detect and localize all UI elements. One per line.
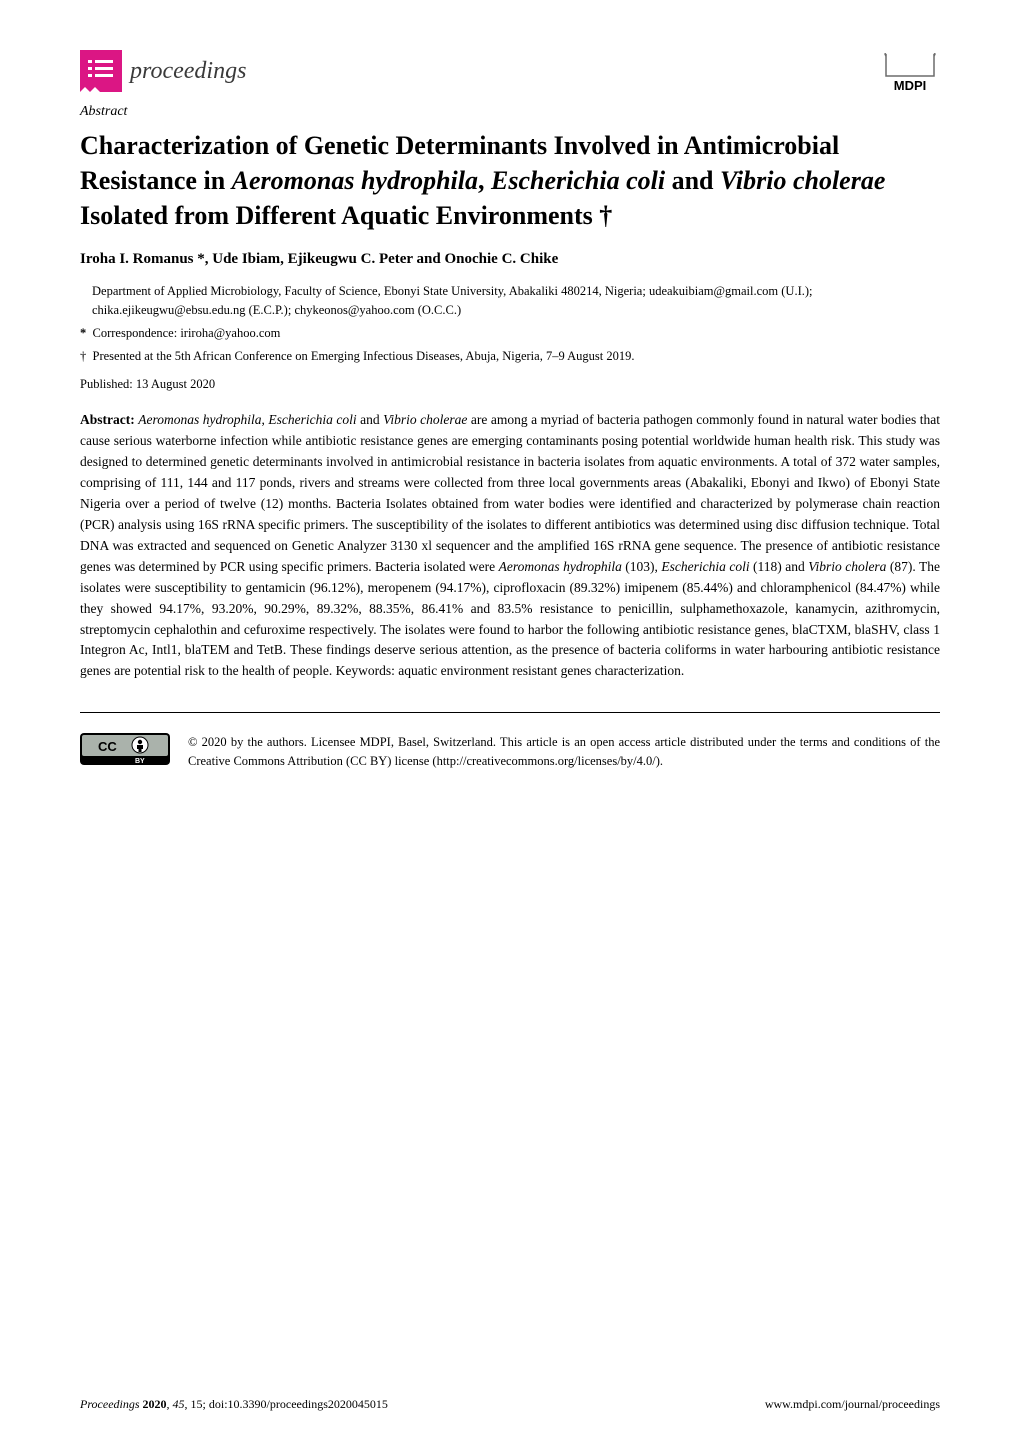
abstract-body3: (118) and	[750, 559, 809, 574]
header-row: proceedings MDPI	[80, 50, 940, 94]
presented: † Presented at the 5th African Conferenc…	[80, 347, 940, 366]
title-sep1: ,	[478, 166, 491, 195]
presented-marker: †	[80, 349, 86, 363]
divider	[80, 712, 940, 713]
published-date: Published: 13 August 2020	[80, 377, 940, 392]
article-title: Characterization of Genetic Determinants…	[80, 128, 940, 233]
footer: Proceedings 2020, 45, 15; doi:10.3390/pr…	[80, 1397, 940, 1412]
cc-badge: CC BY	[80, 733, 170, 770]
cc-by-icon: CC BY	[80, 733, 170, 765]
abstract-sp5: Escherichia coli	[661, 559, 749, 574]
footer-left: Proceedings 2020, 45, 15; doi:10.3390/pr…	[80, 1397, 388, 1412]
abstract-sp1: Aeromonas hydrophila	[138, 412, 261, 427]
abstract-sep2: and	[357, 412, 384, 427]
title-species1: Aeromonas hydrophila	[232, 166, 478, 195]
svg-text:CC: CC	[98, 739, 117, 754]
footer-year: 2020	[143, 1397, 167, 1411]
title-species3: Vibrio cholerae	[720, 166, 885, 195]
correspondence-marker: *	[80, 326, 86, 340]
svg-text:BY: BY	[135, 758, 145, 765]
abstract: Abstract: Aeromonas hydrophila, Escheric…	[80, 410, 940, 682]
abstract-sp3: Vibrio cholerae	[383, 412, 467, 427]
abstract-body4: (87). The isolates were susceptibility t…	[80, 559, 940, 679]
abstract-body2: (103),	[622, 559, 662, 574]
proceedings-icon	[80, 50, 122, 92]
footer-doi: , 15; doi:10.3390/proceedings2020045015	[185, 1397, 388, 1411]
title-part2: Isolated from Different Aquatic Environm…	[80, 201, 612, 230]
abstract-sp2: Escherichia coli	[268, 412, 356, 427]
abstract-label: Abstract:	[80, 412, 135, 427]
correspondence: * Correspondence: iriroha@yahoo.com	[80, 324, 940, 343]
article-type: Abstract	[80, 104, 940, 120]
footer-url: www.mdpi.com/journal/proceedings	[765, 1397, 940, 1412]
abstract-body1: are among a myriad of bacteria pathogen …	[80, 412, 940, 573]
footer-journal: Proceedings	[80, 1397, 140, 1411]
proceedings-logo: proceedings	[80, 50, 246, 92]
license-block: CC BY © 2020 by the authors. Licensee MD…	[80, 733, 940, 771]
affiliation: Department of Applied Microbiology, Facu…	[92, 282, 940, 320]
mdpi-logo: MDPI	[880, 50, 940, 94]
proceedings-text: proceedings	[130, 58, 246, 85]
title-species2: Escherichia coli	[491, 166, 665, 195]
mdpi-icon: MDPI	[880, 50, 940, 94]
footer-vol: , 45	[167, 1397, 185, 1411]
abstract-sp6: Vibrio cholera	[808, 559, 886, 574]
svg-text:MDPI: MDPI	[894, 78, 927, 93]
correspondence-text: Correspondence: iriroha@yahoo.com	[93, 326, 281, 340]
license-text: © 2020 by the authors. Licensee MDPI, Ba…	[188, 733, 940, 771]
abstract-sp4: Aeromonas hydrophila	[499, 559, 622, 574]
presented-text: Presented at the 5th African Conference …	[93, 349, 635, 363]
authors: Iroha I. Romanus *, Ude Ibiam, Ejikeugwu…	[80, 251, 940, 268]
title-sep2: and	[665, 166, 720, 195]
